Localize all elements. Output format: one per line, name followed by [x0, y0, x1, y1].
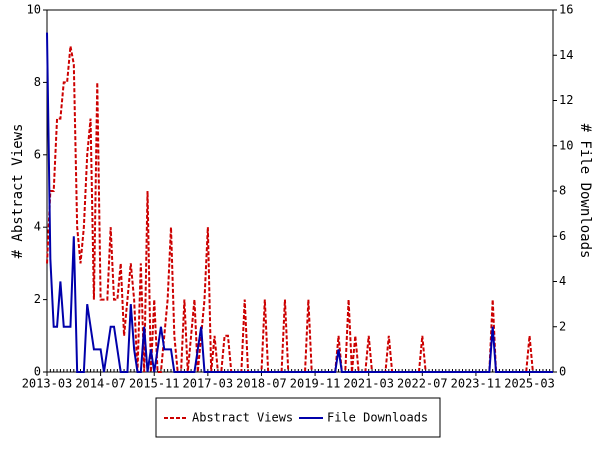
y-tick-label: 2 [34, 292, 41, 306]
y2-tick-label: 8 [559, 184, 566, 198]
x-tick-label: 2017-03 [183, 377, 234, 391]
y2-tick-label: 12 [559, 93, 573, 107]
x-tick-label: 2025-03 [504, 377, 555, 391]
y2-tick-label: 0 [559, 365, 566, 379]
x-tick-label: 2015-11 [129, 377, 180, 391]
y2-tick-label: 10 [559, 138, 573, 152]
y2-tick-label: 4 [559, 274, 566, 288]
legend-label: Abstract Views [192, 411, 293, 425]
y-tick-label: 6 [34, 147, 41, 161]
series-line [46, 46, 553, 373]
y2-tick-label: 14 [559, 48, 573, 62]
legend-label: File Downloads [327, 411, 428, 425]
y2-tick-label: 16 [559, 3, 573, 17]
y2-tick-label: 2 [559, 319, 566, 333]
plot-frame [46, 9, 554, 373]
legend-box [155, 397, 441, 438]
x-tick-label: 2019-11 [290, 377, 341, 391]
y-tick-label: 10 [27, 3, 41, 17]
y-tick-label: 0 [34, 365, 41, 379]
x-tick-label: 2013-03 [22, 377, 73, 391]
y-tick-label: 8 [34, 75, 41, 89]
x-tick-label: 2023-11 [451, 377, 502, 391]
y-axis-label: # Abstract Views [10, 124, 26, 259]
series-line [46, 32, 553, 373]
x-tick-label: 2021-03 [343, 377, 394, 391]
y2-axis-label: # File Downloads [577, 124, 593, 259]
x-tick-label: 2014-07 [75, 377, 126, 391]
y-tick-label: 4 [34, 220, 41, 234]
x-tick-label: 2022-07 [397, 377, 448, 391]
x-tick-label: 2018-07 [236, 377, 287, 391]
y2-tick-label: 6 [559, 229, 566, 243]
